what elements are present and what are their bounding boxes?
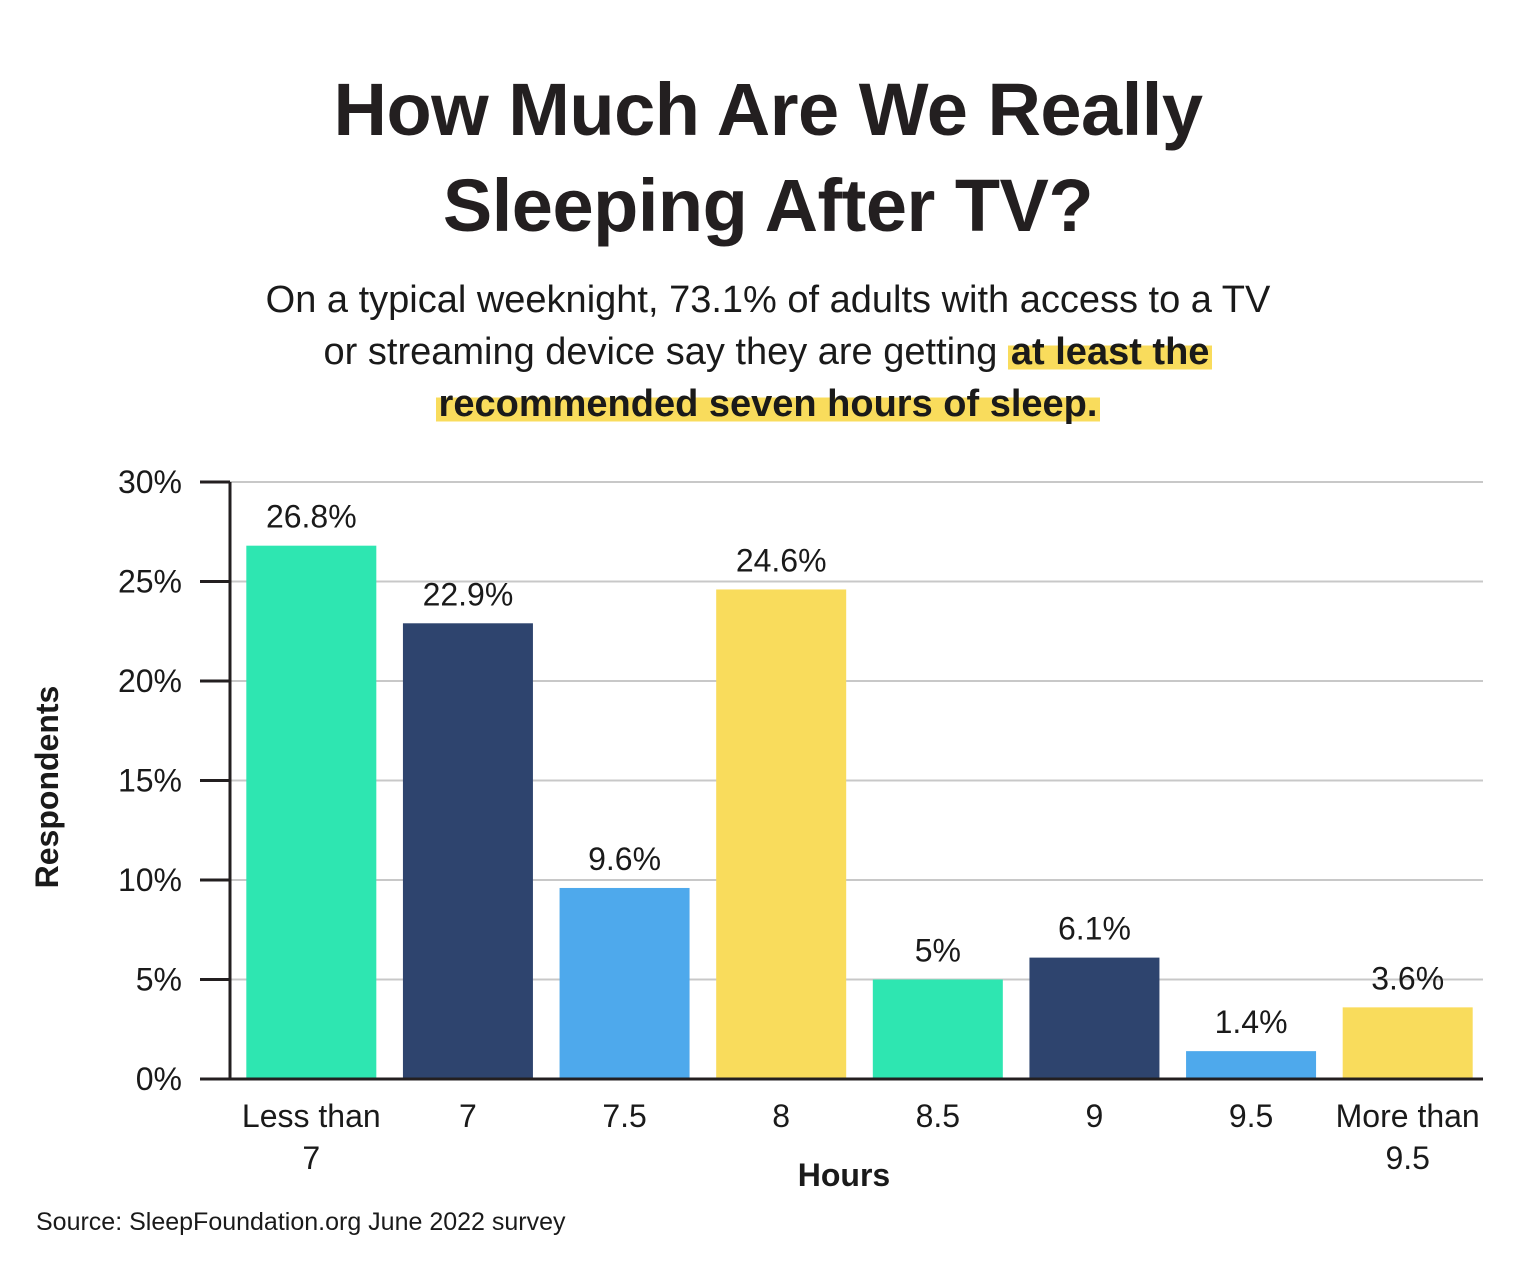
bar <box>716 589 847 1079</box>
x-tick-label: 8.5 <box>916 1098 960 1134</box>
y-tick-label: 10% <box>118 862 182 898</box>
bar <box>559 887 690 1079</box>
x-tick-label: Less than <box>242 1098 381 1134</box>
y-tick-label: 5% <box>136 962 182 998</box>
y-tick-label: 30% <box>118 464 182 500</box>
data-label: 3.6% <box>1371 960 1444 996</box>
x-tick-label: 7 <box>302 1140 320 1176</box>
chart-subtitle: On a typical weeknight, 73.1% of adults … <box>0 274 1536 430</box>
data-label: 1.4% <box>1215 1004 1288 1040</box>
title-line-1: How Much Are We Really <box>333 68 1203 151</box>
x-tick-label: 9.5 <box>1385 1140 1429 1176</box>
data-label: 6.1% <box>1058 911 1131 947</box>
bar <box>872 979 1003 1079</box>
bar <box>246 545 377 1079</box>
x-tick-label: 7 <box>459 1098 477 1134</box>
data-label: 9.6% <box>588 841 661 877</box>
data-label: 5% <box>915 933 961 969</box>
bar <box>1342 1007 1473 1079</box>
bar <box>402 623 533 1079</box>
subtitle-highlight-2: recommended seven hours of sleep. <box>435 383 1101 425</box>
data-label: 26.8% <box>266 499 357 535</box>
chart-title: How Much Are We Really Sleeping After TV… <box>0 62 1536 254</box>
y-tick-label: 0% <box>136 1061 182 1097</box>
y-tick-label: 20% <box>118 663 182 699</box>
subtitle-line-1: On a typical weeknight, 73.1% of adults … <box>265 279 1271 321</box>
bar <box>1186 1051 1317 1079</box>
data-label: 24.6% <box>736 542 827 578</box>
y-tick-label: 15% <box>118 763 182 799</box>
y-axis-title: Respondents <box>29 686 65 889</box>
subtitle-line-2-text: or streaming device say they are getting <box>323 331 1008 373</box>
x-tick-label: 8 <box>772 1098 790 1134</box>
x-tick-label: 7.5 <box>602 1098 646 1134</box>
subtitle-highlight-1: at least the <box>1007 331 1213 373</box>
title-line-2: Sleeping After TV? <box>442 164 1094 247</box>
data-label: 22.9% <box>423 576 514 612</box>
x-tick-label: More than <box>1336 1098 1480 1134</box>
y-tick-label: 25% <box>118 564 182 600</box>
x-axis-title: Hours <box>798 1157 890 1193</box>
source-note: Source: SleepFoundation.org June 2022 su… <box>36 1208 566 1236</box>
x-tick-label: 9.5 <box>1229 1098 1273 1134</box>
x-tick-label: 9 <box>1086 1098 1104 1134</box>
subtitle-line-3: recommended seven hours of sleep. <box>0 378 1536 430</box>
subtitle-line-2: or streaming device say they are getting… <box>0 326 1536 378</box>
bar <box>1029 957 1160 1079</box>
